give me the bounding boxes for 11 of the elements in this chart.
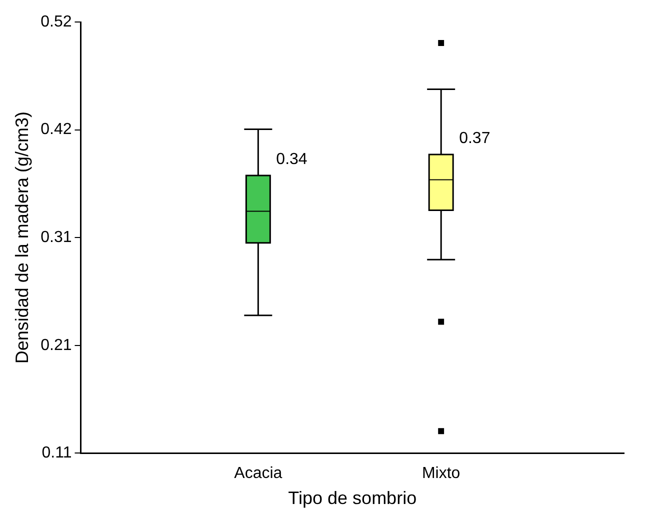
text: 0.34 [276,150,308,168]
y-tick-label: 0.52 [40,13,72,30]
x-tick-label: Acacia [234,465,282,482]
y-axis-title: Densidad de la madera (g/cm3) [12,112,32,364]
x-axis-title: Tipo de sombrio [288,488,417,508]
y-tick-label: 0.11 [42,444,72,462]
text: 0.37 [459,130,490,147]
y-tick-label: 0.42 [40,121,72,138]
x-tick-label: Mixto [422,465,460,482]
y-tick-label: 0.31 [40,229,72,246]
y-tick-label: 0.21 [40,336,72,354]
